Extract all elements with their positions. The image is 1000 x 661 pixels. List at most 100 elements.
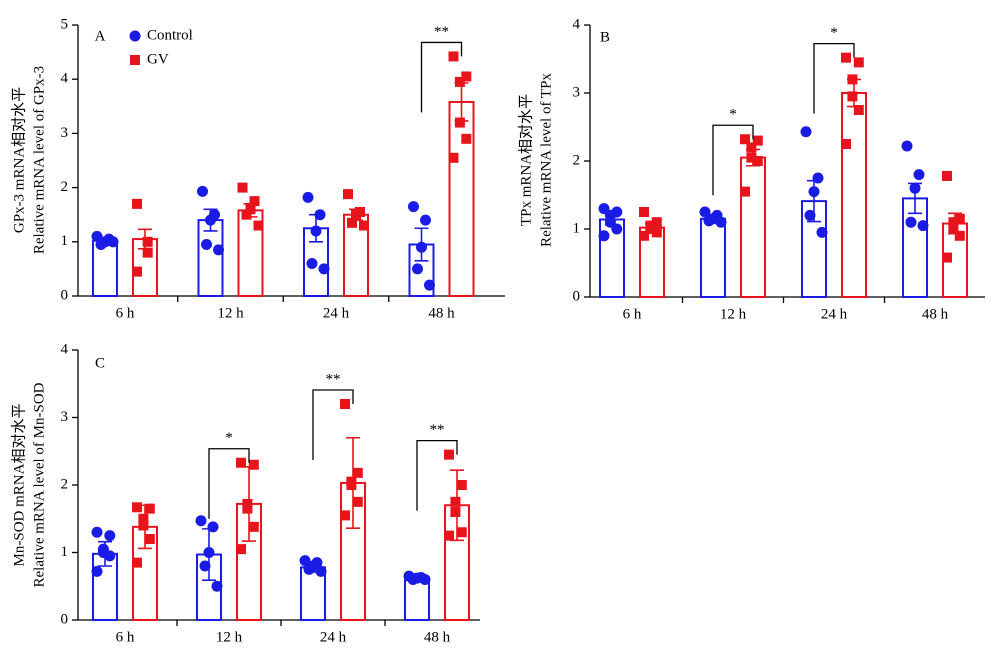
significance-label: * [729,107,737,123]
point [816,226,828,238]
point [699,206,711,218]
y-axis-label: Relative mRNA level of GPx-3 [31,66,47,254]
bar [92,239,118,298]
y-tick-label: 0 [61,287,69,303]
point [132,502,142,513]
y-tick-label: 5 [61,16,69,32]
x-tick-label: 12 h [216,629,243,645]
y-axis-label: Relative mRNA level of Mn-SOD [31,382,47,587]
y-axis-label: TPx mRNA相对水平 [517,94,534,226]
point [236,457,246,468]
y-tick-label: 1 [573,220,581,236]
significance-bracket [712,124,754,196]
point [424,279,435,291]
point [456,527,467,538]
point [138,520,149,531]
bar [740,156,766,298]
point [651,227,662,238]
panel: 0 1 2 3 4 B TPx mRNA相对水平 Relative mRNA level of… [517,16,985,322]
point [138,513,149,524]
point [448,152,459,163]
significance-bracket [208,448,250,519]
point [746,152,757,163]
y-tick-label: 1 [61,233,69,249]
point [144,503,155,514]
point [461,133,472,144]
significance-bracket [813,42,855,114]
point [132,557,142,568]
point [107,236,119,248]
point [142,236,153,247]
y-tick-label: 0 [573,288,581,304]
point [351,209,361,220]
point [241,209,252,220]
point [407,574,419,585]
point [205,214,216,226]
x-tick-label: 6 h [116,305,135,321]
point [456,480,467,490]
y-tick-label: 4 [61,71,69,87]
point [841,139,851,149]
panel-label: A [95,28,106,44]
point [412,263,423,275]
point [213,244,224,256]
point [91,565,103,577]
bar [700,217,726,298]
point [454,117,465,128]
y-tick-label: 3 [61,409,69,425]
x-tick-label: 48 h [424,629,451,645]
significance-label: * [830,25,838,41]
panel: 0 1 2 3 4 C Mn-SOD mRNA相对水平 Relative mRNA level… [10,341,480,645]
significance-label: ** [326,371,341,387]
point [347,217,357,228]
point [853,105,864,115]
point [804,209,816,221]
point [905,216,917,228]
panel: 0 1 2 3 4 5 A GPx-3 mRNA相对水平 Relative mRNA level… [10,16,505,321]
point [248,521,259,532]
x-tick-label: 24 h [320,629,347,645]
x-tick-label: 6 h [623,306,642,322]
point [942,170,952,181]
point [310,225,322,237]
point [211,580,223,592]
point [195,515,207,527]
point [909,182,921,194]
significance-bracket [312,389,354,460]
legend-marker [130,55,140,65]
panel-label: B [600,29,610,45]
point [948,224,959,234]
x-tick-label: 24 h [323,305,350,321]
point [454,76,465,87]
point [207,521,219,533]
point [237,182,248,193]
x-tick-label: 6 h [116,629,135,645]
point [808,186,820,198]
point [359,220,369,231]
point [340,399,350,409]
point [306,257,318,269]
point [639,207,649,217]
point [346,480,357,490]
legend-label: GV [147,51,169,67]
point [651,217,662,228]
point [249,196,260,207]
point [847,74,858,85]
point [315,565,327,577]
significance-label: * [225,430,233,446]
point [444,449,454,460]
point [639,230,649,241]
legend-label: Control [147,27,193,43]
point [253,220,264,231]
point [299,555,311,567]
legend-marker [129,30,141,42]
significance-label: ** [430,422,445,438]
y-axis-label: GPx-3 mRNA相对水平 [10,87,27,233]
x-tick-label: 12 h [720,306,747,322]
x-tick-label: 12 h [217,305,244,321]
y-tick-label: 4 [61,341,69,357]
y-tick-label: 2 [61,476,69,492]
point [420,214,431,226]
x-tick-label: 48 h [428,305,455,321]
point [715,216,727,228]
